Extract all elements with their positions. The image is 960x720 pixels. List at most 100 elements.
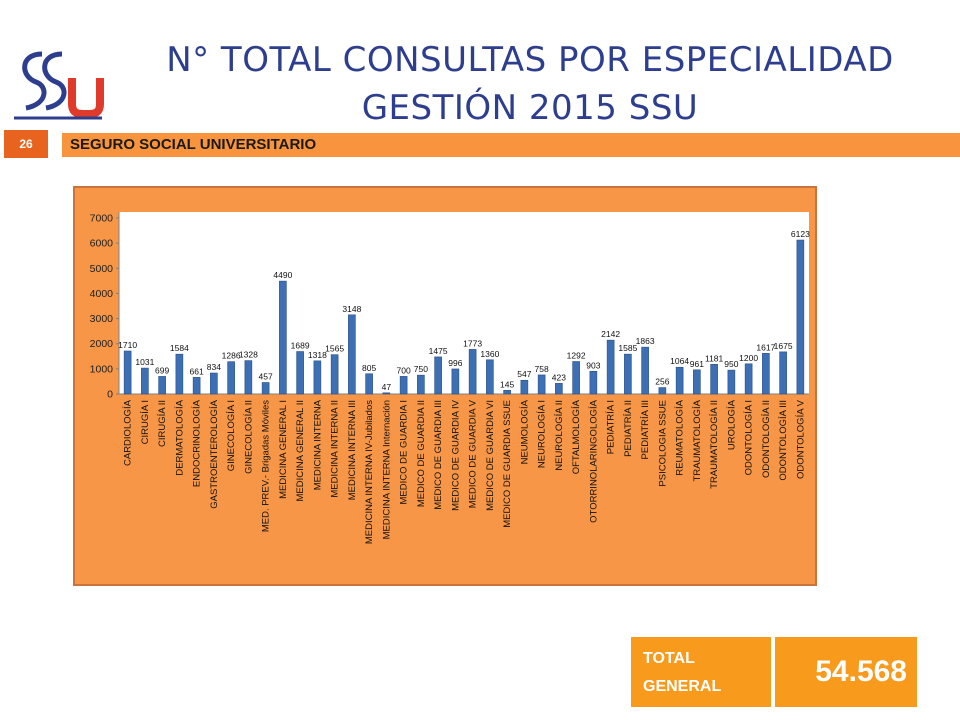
- plot-area: [119, 212, 809, 394]
- category-label-33: TRAUMATOLOGÍA: [692, 399, 703, 481]
- value-label-31: 256: [655, 377, 669, 387]
- bar-18: [434, 356, 442, 395]
- bar-5: [210, 372, 218, 395]
- value-label-10: 1689: [291, 341, 310, 351]
- value-label-35: 950: [724, 359, 738, 369]
- value-label-34: 1181: [705, 353, 724, 363]
- value-label-14: 805: [362, 363, 376, 373]
- value-label-39: 6123: [791, 229, 810, 239]
- category-label-6: GINECOLOGÍA I: [226, 400, 237, 471]
- y-tick-label-1: 1000: [90, 363, 114, 375]
- category-label-0: CARDIOLOGÍA: [123, 399, 134, 466]
- value-label-29: 1585: [618, 343, 637, 353]
- ssu-logo: [14, 51, 104, 120]
- bar-2: [158, 376, 166, 395]
- value-label-36: 1200: [739, 353, 758, 363]
- category-label-17: MEDICO DE GUARDIA II: [416, 400, 427, 507]
- bar-11: [313, 360, 322, 395]
- subtitle-text: SEGURO SOCIAL UNIVERSITARIO: [70, 136, 317, 153]
- category-label-12: MEDICINA INTERNA II: [330, 400, 341, 498]
- value-label-16: 700: [397, 365, 411, 375]
- bar-21: [486, 359, 494, 395]
- bar-12: [330, 354, 339, 395]
- value-label-37: 1617: [756, 342, 775, 352]
- value-label-17: 750: [414, 364, 428, 374]
- y-tick-label-4: 4000: [90, 288, 114, 300]
- bar-27: [589, 370, 598, 395]
- total-box: TOTAL GENERAL 54.568: [631, 637, 917, 707]
- bar-14: [365, 373, 373, 395]
- value-label-26: 1292: [567, 351, 586, 361]
- bar-4: [192, 377, 201, 395]
- value-label-27: 903: [586, 360, 600, 370]
- bar-33: [693, 369, 701, 395]
- category-label-1: CIRUGÍA I: [140, 400, 151, 444]
- bar-34: [710, 364, 718, 395]
- bar-16: [399, 376, 408, 395]
- value-label-13: 3148: [342, 304, 361, 314]
- category-label-34: TRAUMATOLOGÍA II: [709, 400, 720, 489]
- bar-0: [123, 350, 132, 395]
- category-label-27: OTORRINOLARINGOLOGÍA: [588, 399, 599, 522]
- bar-29: [624, 353, 632, 395]
- value-label-24: 758: [535, 364, 549, 374]
- title-line-1: N° TOTAL CONSULTAS POR ESPECIALIDAD: [166, 40, 894, 80]
- bar-7: [244, 360, 253, 395]
- category-label-23: NEUMOLOGÍA: [519, 399, 530, 464]
- value-label-28: 2142: [601, 329, 620, 339]
- value-label-7: 1328: [239, 350, 258, 360]
- bar-37: [762, 353, 770, 395]
- total-label-line-1: TOTAL: [643, 650, 695, 667]
- bar-31: [658, 387, 667, 395]
- total-label: TOTAL GENERAL: [631, 637, 771, 707]
- value-label-6: 1286: [222, 351, 241, 361]
- bar-13: [348, 314, 356, 395]
- bar-30: [641, 346, 649, 395]
- category-label-36: ODONTOLOGÍA I: [744, 400, 755, 475]
- bar-10: [296, 351, 304, 395]
- value-label-1: 1031: [135, 357, 154, 367]
- category-label-15: MEDICINA INTERNA Internación: [381, 400, 392, 539]
- value-label-19: 996: [448, 358, 462, 368]
- category-label-38: ODONTOLOGÍA III: [778, 400, 789, 481]
- bar-24: [537, 374, 546, 395]
- category-label-35: UROLOGÍA: [726, 399, 737, 450]
- category-label-28: PEDIATRÍA I: [606, 400, 617, 454]
- value-label-33: 961: [690, 359, 704, 369]
- category-label-18: MEDICO DE GUARDIA III: [433, 400, 444, 510]
- bar-25: [555, 383, 563, 395]
- value-label-21: 1360: [480, 349, 499, 359]
- value-label-32: 1064: [670, 356, 689, 366]
- bar-3: [175, 353, 184, 395]
- page-title: N° TOTAL CONSULTAS POR ESPECIALIDAD GEST…: [120, 36, 940, 132]
- category-label-7: GINECOLOGÍA II: [243, 400, 254, 474]
- bar-20: [468, 349, 477, 395]
- bar-38: [779, 351, 787, 395]
- bar-8: [261, 382, 270, 395]
- category-label-37: ODONTOLOGÍA II: [761, 400, 772, 478]
- chart-frame: 0 1000 2000 3000 4000 5000 6000 7000 1710 CARDIOL…: [73, 186, 817, 586]
- value-label-18: 1475: [429, 346, 448, 356]
- title-line-2: GESTIÓN 2015 SSU: [361, 88, 699, 128]
- value-label-38: 1675: [774, 341, 793, 351]
- bar-23: [520, 379, 529, 395]
- bar-15: [382, 392, 391, 395]
- category-label-11: MEDICINA INTERNA: [312, 399, 323, 490]
- total-divider: [771, 637, 775, 707]
- bar-35: [727, 369, 736, 395]
- value-label-9: 4490: [273, 270, 292, 280]
- value-label-2: 699: [155, 365, 169, 375]
- bar-1: [141, 367, 149, 395]
- category-label-13: MEDICINA INTERNA III: [347, 400, 358, 500]
- bar-32: [675, 366, 684, 395]
- category-label-8: MED. PREV.- Brigadas Móviles: [261, 400, 272, 532]
- bar-6: [227, 361, 235, 395]
- category-label-30: PEDIATRÍA III: [640, 400, 651, 459]
- bar-9: [279, 280, 287, 395]
- bar-39: [796, 239, 805, 395]
- value-label-15: 47: [382, 382, 392, 392]
- y-tick-label-2: 2000: [90, 338, 114, 350]
- category-label-25: NEUROLOGÍA II: [554, 400, 565, 471]
- category-label-26: OFTALMOLOGÍA: [571, 399, 582, 474]
- y-tick-label-6: 6000: [90, 238, 114, 250]
